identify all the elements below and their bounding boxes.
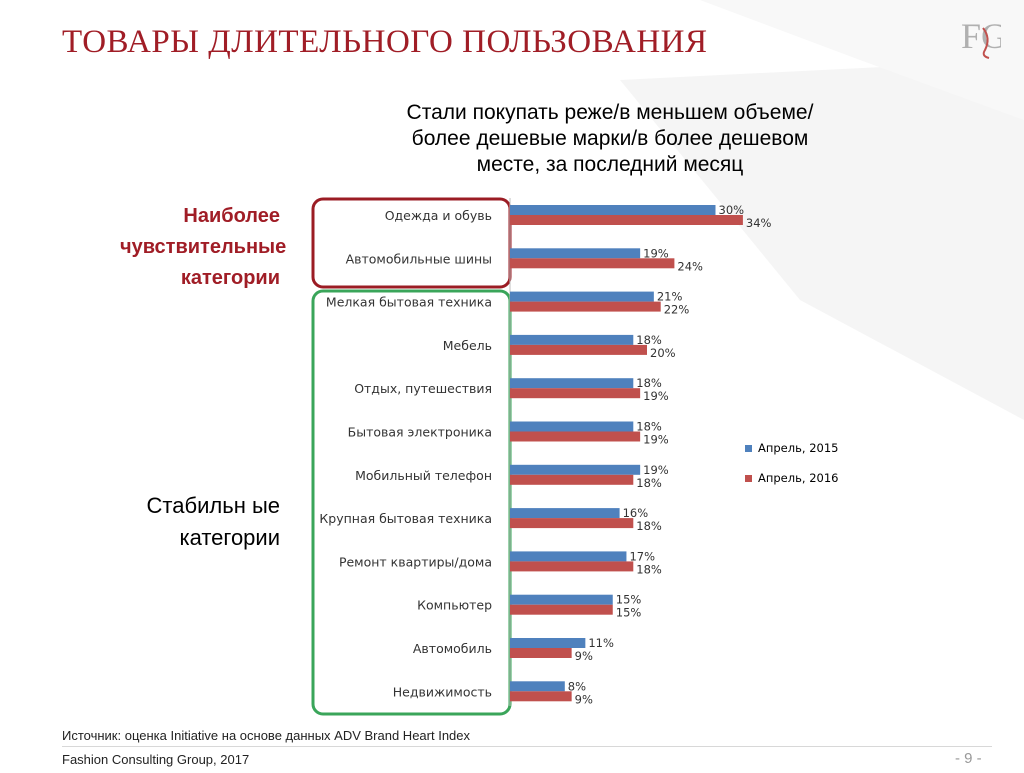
bar-2016 <box>510 301 661 312</box>
data-label: 16% <box>623 506 649 520</box>
bar-2016 <box>510 518 634 529</box>
bar-2015 <box>510 334 634 345</box>
data-label: 9% <box>575 649 593 663</box>
category-label: Автомобильные шины <box>346 251 492 266</box>
bar-2016 <box>510 561 634 572</box>
legend-item-2015: Апрель, 2015 <box>745 440 838 456</box>
category-label: Мобильный телефон <box>355 468 492 483</box>
bar-2016 <box>510 215 743 225</box>
data-label: 20% <box>650 346 676 360</box>
data-label: 24% <box>677 259 703 273</box>
category-label: Одежда и обувь <box>385 208 492 223</box>
bar-2015 <box>510 508 620 519</box>
bar-2015 <box>510 291 654 302</box>
data-label: 18% <box>636 333 662 347</box>
data-label: 18% <box>636 562 662 576</box>
data-label: 19% <box>643 433 669 447</box>
bar-2015 <box>510 681 565 692</box>
page-number: - 9 - <box>955 750 982 767</box>
bar-2016 <box>510 431 641 442</box>
data-label: 21% <box>657 290 683 304</box>
data-label: 30% <box>719 203 745 217</box>
legend-swatch-2016 <box>745 474 752 482</box>
data-label: 18% <box>636 519 662 533</box>
data-label: 8% <box>568 679 586 693</box>
bar-2015 <box>510 421 634 432</box>
stable-categories-label: Стабильн ые категории <box>146 493 280 550</box>
page-title: ТОВАРЫ ДЛИТЕЛЬНОГО ПОЛЬЗОВАНИЯ <box>62 24 708 60</box>
legend-label-2016: Апрель, 2016 <box>758 471 839 485</box>
fashion-consulting-logo: FG <box>961 16 1001 59</box>
data-label: 18% <box>636 420 662 434</box>
chart-title: Стали покупать реже/в меньшем объеме/бол… <box>406 101 814 176</box>
bar-2016 <box>510 474 634 485</box>
sensitive-categories-label: Наиболее чувствительные категории <box>120 205 287 289</box>
data-label: 19% <box>643 463 669 477</box>
data-label: 18% <box>636 376 662 390</box>
bar-2016 <box>510 344 647 355</box>
bar-2015 <box>510 464 641 475</box>
data-label: 19% <box>643 389 669 403</box>
category-label: Недвижимость <box>393 684 492 699</box>
bar-2016 <box>510 258 675 269</box>
bar-2016 <box>510 691 572 702</box>
bar-2016 <box>510 604 613 615</box>
bar-2016 <box>510 388 641 399</box>
footer-divider <box>62 746 992 747</box>
data-label: 22% <box>664 303 690 317</box>
bar-2015 <box>510 638 586 648</box>
bar-2015 <box>510 205 716 215</box>
footer-company: Fashion Consulting Group, 2017 <box>62 752 250 767</box>
category-label: Ремонт квартиры/дома <box>339 554 492 569</box>
data-label: 15% <box>616 606 642 620</box>
category-label: Компьютер <box>417 598 492 613</box>
svg-text:FG: FG <box>961 16 1001 56</box>
category-label: Мебель <box>443 338 492 353</box>
category-label: Мелкая бытовая техника <box>326 295 492 310</box>
category-label: Крупная бытовая техника <box>319 511 492 526</box>
legend-swatch-2015 <box>745 444 752 452</box>
category-label: Бытовая электроника <box>348 425 492 440</box>
data-label: 15% <box>616 593 642 607</box>
bar-2015 <box>510 378 634 389</box>
bar-2015 <box>510 248 641 259</box>
data-label: 17% <box>629 549 655 563</box>
bar-2015 <box>510 551 627 562</box>
data-label: 18% <box>636 476 662 490</box>
data-label: 11% <box>588 636 614 650</box>
data-label: 19% <box>643 246 669 260</box>
bar-2015 <box>510 594 613 605</box>
bar-2016 <box>510 648 572 658</box>
category-label: Отдых, путешествия <box>354 381 492 396</box>
chart-legend: Апрель, 2015 Апрель, 2016 <box>745 440 838 500</box>
category-label: Автомобиль <box>413 641 492 656</box>
data-label: 9% <box>575 692 593 706</box>
source-note: Источник: оценка Initiative на основе да… <box>62 728 471 743</box>
data-label: 34% <box>746 216 772 230</box>
legend-label-2015: Апрель, 2015 <box>758 441 839 455</box>
legend-item-2016: Апрель, 2016 <box>745 470 838 486</box>
